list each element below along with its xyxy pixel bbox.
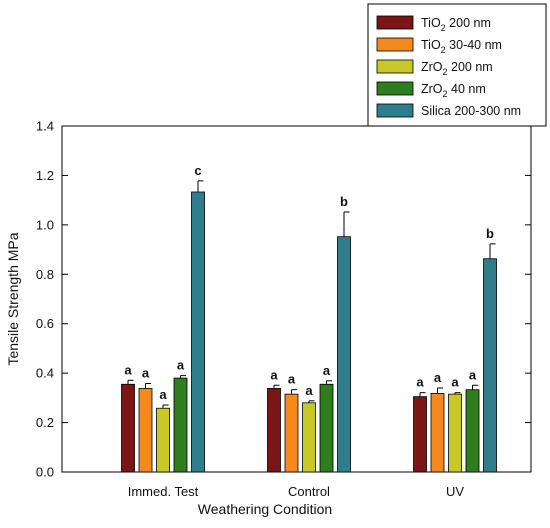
y-tick-label: 0.8: [36, 267, 54, 282]
x-tick-label: UV: [446, 484, 464, 499]
significance-label: a: [434, 370, 442, 385]
significance-label: a: [451, 375, 459, 390]
legend-label: ZrO2 200 nm: [421, 60, 493, 77]
bar: [284, 393, 299, 473]
y-axis-title: Tensile Strength MPa: [5, 232, 21, 365]
bar: [191, 191, 205, 473]
legend-swatch: [376, 103, 414, 118]
y-axis-ticks: 0.0 0.2 0.4 0.6 0.8 1.0 1.2 1.4: [36, 119, 531, 480]
bar: [156, 407, 170, 473]
x-axis-title: Weathering Condition: [198, 501, 332, 517]
bar: [121, 383, 135, 473]
legend-swatch: [376, 15, 414, 30]
y-tick-label: 1.2: [36, 168, 54, 183]
legend-label: ZrO2 40 nm: [421, 82, 486, 99]
y-tick-label: 1.4: [36, 119, 54, 134]
x-tick-label: Immed. Test: [128, 484, 199, 499]
legend-swatch: [376, 81, 414, 96]
bar: [448, 393, 462, 473]
significance-label: a: [416, 375, 424, 390]
significance-label: b: [486, 226, 494, 241]
significance-label: a: [270, 367, 278, 382]
y-tick-label: 1.0: [36, 217, 54, 232]
bar: [430, 393, 445, 473]
significance-label: a: [305, 383, 313, 398]
significance-label: a: [124, 362, 132, 377]
significance-label: a: [177, 358, 185, 373]
y-tick-label: 0.6: [36, 316, 54, 331]
legend-swatch: [376, 59, 414, 74]
significance-label: b: [340, 194, 348, 209]
significance-label: a: [323, 363, 331, 378]
legend-label: TiO2 200 nm: [421, 16, 491, 33]
legend-swatch: [376, 37, 414, 52]
significance-label: a: [142, 366, 150, 381]
y-tick-label: 0.2: [36, 415, 54, 430]
legend-label: TiO2 30-40 nm: [421, 38, 502, 55]
bar: [302, 402, 316, 473]
legend-label: Silica 200-300 nm: [421, 104, 521, 118]
y-tick-label: 0.0: [36, 465, 54, 480]
y-tick-label: 0.4: [36, 366, 54, 381]
bar: [319, 383, 334, 473]
bar: [413, 396, 427, 473]
bar: [267, 388, 281, 473]
x-tick-label: Control: [288, 484, 330, 499]
bar: [483, 258, 497, 473]
bar: [173, 377, 188, 473]
significance-label: a: [469, 367, 477, 382]
significance-label: a: [159, 387, 167, 402]
bar: [465, 389, 480, 473]
legend: TiO2 200 nm TiO2 30-40 nm ZrO2 200 nm ZrO2 …: [367, 3, 547, 127]
significance-label: c: [194, 163, 201, 178]
bar: [337, 236, 351, 473]
significance-label: a: [288, 372, 296, 387]
bar: [138, 388, 153, 473]
